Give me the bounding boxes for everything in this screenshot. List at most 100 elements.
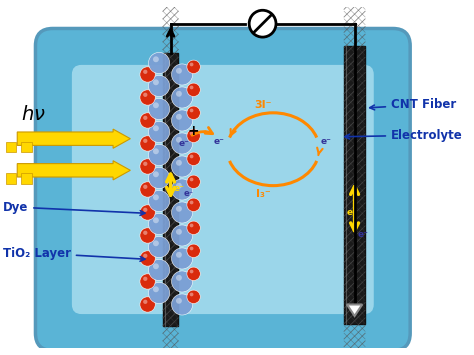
Circle shape <box>172 156 192 177</box>
Circle shape <box>190 247 193 250</box>
Circle shape <box>190 132 193 135</box>
Text: e⁻: e⁻ <box>214 137 225 146</box>
Circle shape <box>176 137 182 143</box>
Circle shape <box>148 283 170 304</box>
Circle shape <box>148 98 170 120</box>
Circle shape <box>153 240 159 246</box>
FancyArrow shape <box>17 161 130 180</box>
Circle shape <box>176 114 182 120</box>
Circle shape <box>190 178 193 181</box>
Circle shape <box>187 244 201 257</box>
Circle shape <box>249 10 276 37</box>
Text: e⁻: e⁻ <box>357 230 368 239</box>
Circle shape <box>140 67 155 82</box>
Circle shape <box>172 294 192 315</box>
Circle shape <box>172 271 192 292</box>
Text: Electrolyte: Electrolyte <box>345 129 463 142</box>
Circle shape <box>190 293 193 296</box>
Circle shape <box>172 64 192 85</box>
Circle shape <box>187 60 201 73</box>
Circle shape <box>176 206 182 212</box>
Circle shape <box>172 202 192 223</box>
Circle shape <box>140 113 155 128</box>
Circle shape <box>143 208 147 212</box>
Circle shape <box>176 298 182 304</box>
Circle shape <box>148 213 170 235</box>
Circle shape <box>143 185 147 189</box>
Circle shape <box>176 160 182 166</box>
Text: e⁻: e⁻ <box>178 140 189 148</box>
Circle shape <box>148 144 170 165</box>
Circle shape <box>153 102 159 108</box>
Circle shape <box>187 106 201 120</box>
Circle shape <box>153 194 159 200</box>
Circle shape <box>148 75 170 97</box>
Bar <box>6 142 16 152</box>
Bar <box>344 46 365 324</box>
Circle shape <box>190 86 193 89</box>
Circle shape <box>140 297 155 312</box>
Circle shape <box>140 228 155 243</box>
Circle shape <box>148 190 170 212</box>
Circle shape <box>140 136 155 151</box>
Circle shape <box>153 148 159 154</box>
Circle shape <box>143 93 147 97</box>
Text: +: + <box>188 124 200 138</box>
Circle shape <box>176 68 182 74</box>
Circle shape <box>140 90 155 105</box>
Circle shape <box>140 182 155 197</box>
Polygon shape <box>347 305 362 316</box>
Text: CNT Fiber: CNT Fiber <box>370 98 456 111</box>
Circle shape <box>153 171 159 177</box>
Circle shape <box>140 251 155 266</box>
Circle shape <box>143 116 147 120</box>
Bar <box>21 173 32 184</box>
FancyBboxPatch shape <box>36 28 410 350</box>
Circle shape <box>140 274 155 289</box>
Circle shape <box>172 225 192 246</box>
Bar <box>6 173 16 184</box>
Circle shape <box>190 62 193 66</box>
Circle shape <box>172 179 192 200</box>
Circle shape <box>190 269 193 273</box>
Text: e⁻: e⁻ <box>184 189 194 198</box>
Circle shape <box>143 277 147 281</box>
Text: e⁻: e⁻ <box>321 137 332 146</box>
Circle shape <box>187 267 201 280</box>
Circle shape <box>143 254 147 258</box>
Circle shape <box>176 229 182 235</box>
FancyBboxPatch shape <box>72 65 374 314</box>
Circle shape <box>172 248 192 269</box>
Circle shape <box>153 125 159 131</box>
Circle shape <box>176 183 182 189</box>
Circle shape <box>148 236 170 257</box>
Circle shape <box>143 70 147 74</box>
Circle shape <box>187 198 201 212</box>
Text: e⁻: e⁻ <box>347 208 358 217</box>
Circle shape <box>153 217 159 223</box>
Circle shape <box>190 201 193 204</box>
Text: e⁻: e⁻ <box>173 184 184 193</box>
Circle shape <box>140 159 155 174</box>
Circle shape <box>172 87 192 108</box>
Circle shape <box>187 175 201 189</box>
Circle shape <box>143 162 147 166</box>
Circle shape <box>153 286 159 292</box>
Text: I₃⁻: I₃⁻ <box>256 189 271 199</box>
Circle shape <box>153 56 159 62</box>
Bar <box>163 53 178 326</box>
Circle shape <box>190 224 193 227</box>
Circle shape <box>187 83 201 97</box>
Circle shape <box>176 252 182 258</box>
Circle shape <box>187 129 201 142</box>
Text: TiO₂ Layer: TiO₂ Layer <box>3 247 145 261</box>
Circle shape <box>143 139 147 143</box>
Bar <box>21 142 32 152</box>
Circle shape <box>187 290 201 304</box>
Circle shape <box>187 152 201 165</box>
Circle shape <box>172 133 192 154</box>
Circle shape <box>153 263 159 269</box>
Circle shape <box>153 79 159 85</box>
Circle shape <box>187 221 201 235</box>
Circle shape <box>176 275 182 281</box>
